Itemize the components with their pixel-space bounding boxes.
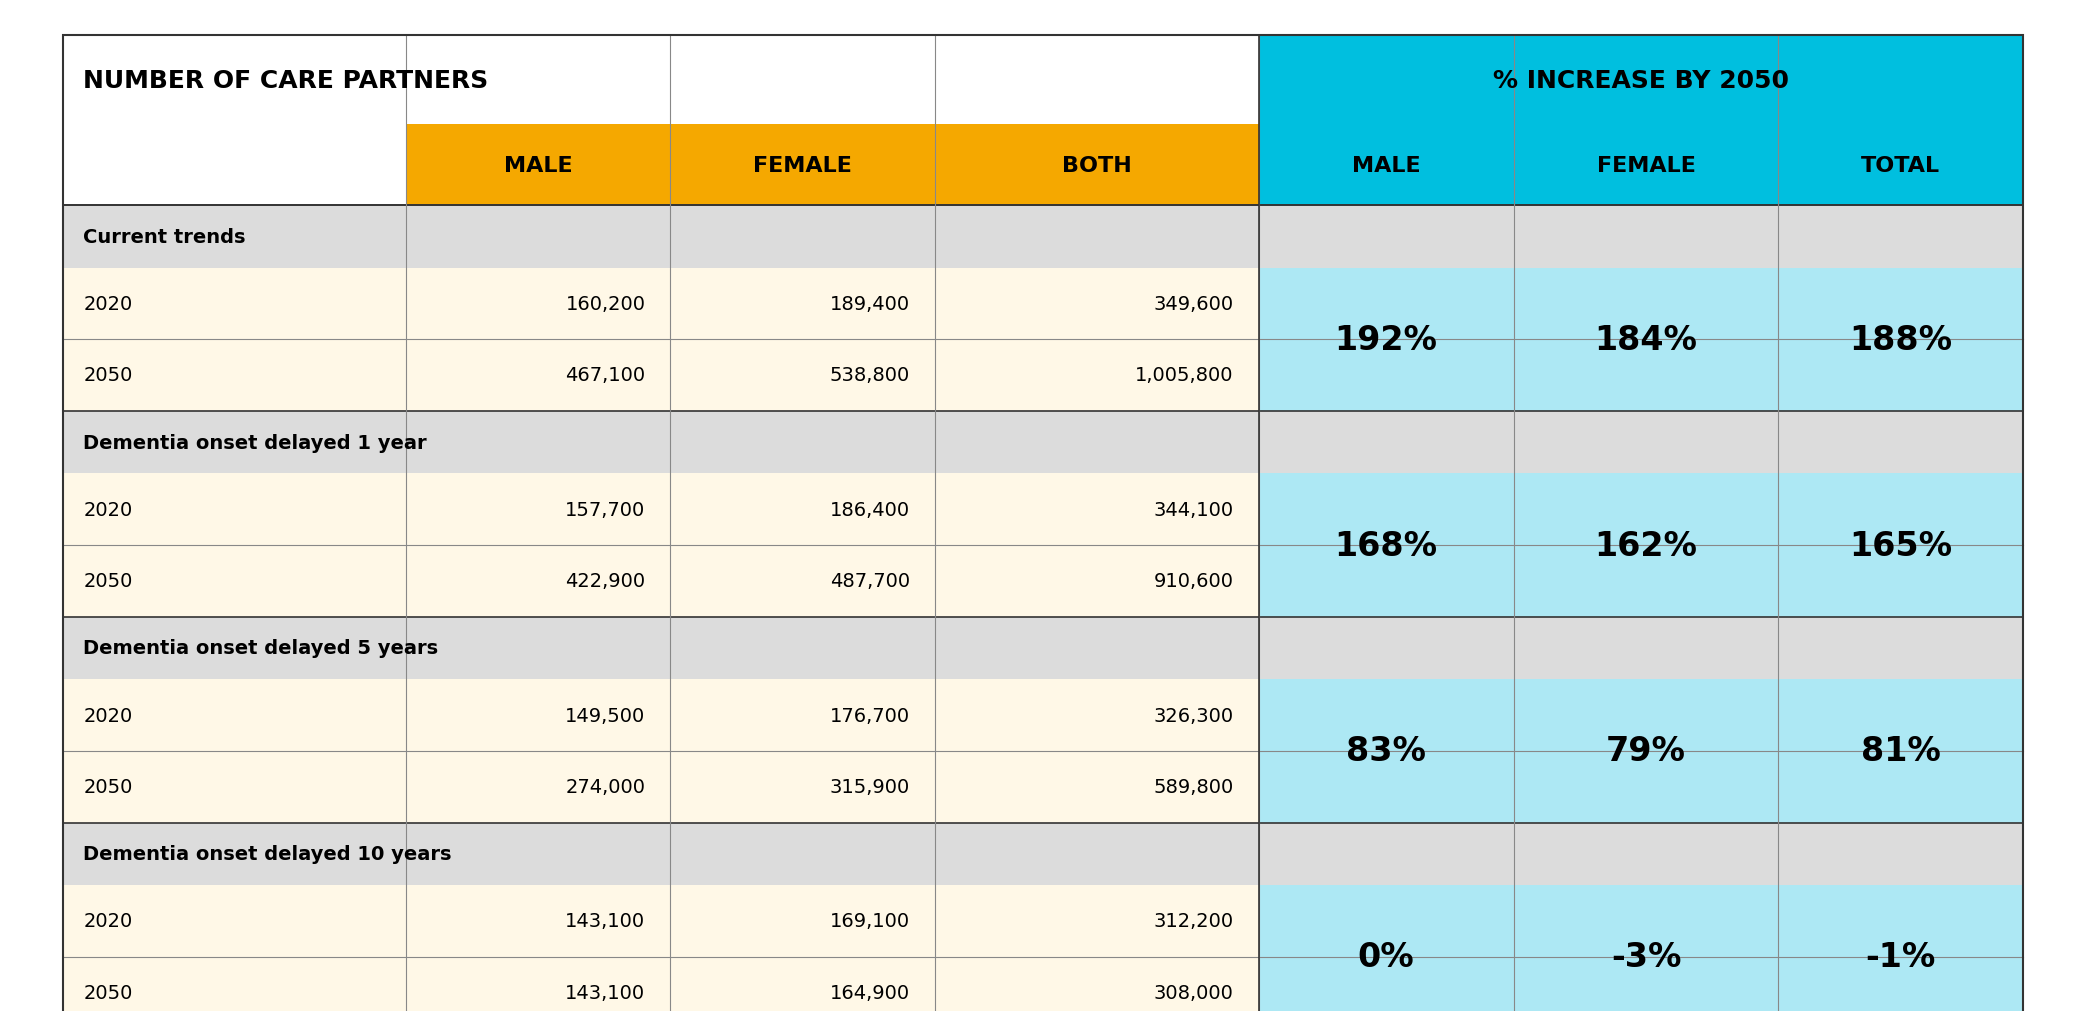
Text: 2020: 2020	[83, 912, 134, 930]
Text: -1%: -1%	[1865, 940, 1936, 974]
Bar	[63, 751, 1258, 823]
Text: 164,900: 164,900	[830, 983, 909, 1002]
Bar	[1258, 956, 2023, 1011]
Text: 2050: 2050	[83, 777, 134, 797]
Text: Dementia onset delayed 5 years: Dementia onset delayed 5 years	[83, 639, 438, 658]
Bar	[1258, 125, 2023, 205]
Bar	[63, 474, 1258, 546]
Text: 315,900: 315,900	[830, 777, 909, 797]
Bar	[63, 411, 2023, 474]
Bar	[1258, 751, 2023, 823]
Text: Dementia onset delayed 10 years: Dementia onset delayed 10 years	[83, 844, 453, 863]
Bar	[63, 340, 1258, 411]
Text: 169,100: 169,100	[830, 912, 909, 930]
Bar	[1258, 268, 2023, 340]
Text: 79%: 79%	[1606, 735, 1685, 767]
Text: 2020: 2020	[83, 294, 134, 313]
Bar	[63, 35, 1258, 125]
Bar	[63, 205, 2023, 268]
Text: MALE: MALE	[505, 156, 572, 176]
Text: 274,000: 274,000	[565, 777, 645, 797]
Bar	[63, 823, 2023, 886]
Bar	[1258, 35, 2023, 125]
Text: 2050: 2050	[83, 983, 134, 1002]
Text: 308,000: 308,000	[1154, 983, 1233, 1002]
Bar	[63, 886, 1258, 956]
Text: 143,100: 143,100	[565, 912, 645, 930]
Bar	[63, 679, 1258, 751]
Text: 312,200: 312,200	[1154, 912, 1233, 930]
Text: MALE: MALE	[1352, 156, 1421, 176]
Text: TOTAL: TOTAL	[1861, 156, 1940, 176]
Text: Dementia onset delayed 1 year: Dementia onset delayed 1 year	[83, 433, 428, 452]
Bar	[1258, 679, 2023, 751]
Bar	[1258, 886, 2023, 956]
Text: 1,005,800: 1,005,800	[1135, 366, 1233, 385]
Text: 176,700: 176,700	[830, 706, 909, 725]
Text: BOTH: BOTH	[1062, 156, 1133, 176]
Text: -3%: -3%	[1610, 940, 1681, 974]
Text: 538,800: 538,800	[830, 366, 909, 385]
Text: 160,200: 160,200	[565, 294, 645, 313]
Bar	[63, 617, 2023, 679]
Text: 192%: 192%	[1335, 324, 1437, 356]
Bar	[1258, 546, 2023, 617]
Bar	[1258, 340, 2023, 411]
Text: 188%: 188%	[1850, 324, 1952, 356]
Text: 910,600: 910,600	[1154, 572, 1233, 590]
Text: 81%: 81%	[1861, 735, 1940, 767]
Text: 0%: 0%	[1358, 940, 1414, 974]
Bar	[405, 125, 1258, 205]
Text: 2020: 2020	[83, 500, 134, 520]
Text: 143,100: 143,100	[565, 983, 645, 1002]
Text: 168%: 168%	[1335, 529, 1437, 562]
Text: 189,400: 189,400	[830, 294, 909, 313]
Text: 157,700: 157,700	[565, 500, 645, 520]
Text: 2050: 2050	[83, 572, 134, 590]
Text: FEMALE: FEMALE	[1596, 156, 1696, 176]
Bar	[63, 125, 405, 205]
Text: FEMALE: FEMALE	[753, 156, 853, 176]
Text: Current trends: Current trends	[83, 227, 246, 247]
Bar	[63, 546, 1258, 617]
Text: 162%: 162%	[1594, 529, 1698, 562]
Text: 83%: 83%	[1345, 735, 1427, 767]
Text: % INCREASE BY 2050: % INCREASE BY 2050	[1494, 69, 1790, 92]
Bar	[63, 956, 1258, 1011]
Text: 186,400: 186,400	[830, 500, 909, 520]
Text: 467,100: 467,100	[565, 366, 645, 385]
Text: 2020: 2020	[83, 706, 134, 725]
Bar	[63, 268, 1258, 340]
Bar	[1258, 474, 2023, 546]
Text: 2050: 2050	[83, 366, 134, 385]
Text: 184%: 184%	[1594, 324, 1698, 356]
Text: 487,700: 487,700	[830, 572, 909, 590]
Text: 344,100: 344,100	[1154, 500, 1233, 520]
Text: 422,900: 422,900	[565, 572, 645, 590]
Text: NUMBER OF CARE PARTNERS: NUMBER OF CARE PARTNERS	[83, 69, 488, 92]
Text: 165%: 165%	[1850, 529, 1952, 562]
Text: 349,600: 349,600	[1154, 294, 1233, 313]
Text: 326,300: 326,300	[1154, 706, 1233, 725]
Text: 589,800: 589,800	[1154, 777, 1233, 797]
Text: 149,500: 149,500	[565, 706, 645, 725]
